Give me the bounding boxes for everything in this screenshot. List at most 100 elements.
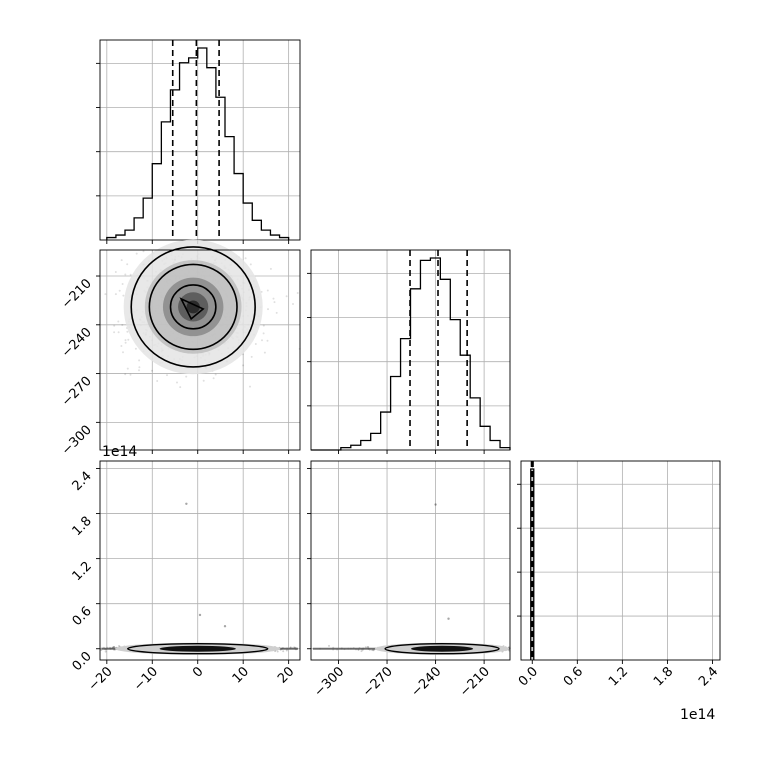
sample-point	[113, 331, 116, 334]
outlier-point	[434, 503, 437, 506]
scatter-frame	[99, 249, 301, 451]
sample-point	[117, 331, 120, 334]
sample-point	[254, 343, 257, 345]
sample-point	[127, 338, 130, 341]
outlier-point	[185, 502, 188, 506]
contour-middle	[148, 263, 238, 351]
histogram-frame	[520, 460, 721, 661]
sample-point	[112, 646, 115, 649]
sample-point	[266, 339, 269, 342]
sample-point	[250, 355, 253, 358]
sample-point	[367, 646, 370, 648]
outlier-point	[198, 613, 202, 617]
sample-point	[124, 273, 127, 276]
sample-point	[104, 650, 107, 653]
sample-point	[328, 644, 330, 647]
sample-point	[129, 273, 132, 276]
sample-point	[275, 311, 278, 314]
scatter-panel-param-1-vs-param-3	[96, 460, 301, 664]
sample-point	[202, 379, 205, 382]
sample-point	[138, 359, 141, 362]
sample-point	[124, 341, 127, 344]
sample-point	[366, 646, 369, 649]
histogram-step	[106, 47, 290, 240]
outlier-point	[447, 617, 450, 620]
sample-point	[124, 373, 127, 376]
sample-point	[285, 295, 288, 298]
sample-point	[126, 367, 129, 370]
sample-point	[126, 330, 129, 333]
sample-point	[122, 351, 124, 354]
sample-point	[261, 339, 263, 342]
sample-point	[120, 259, 123, 262]
contour-flat	[127, 643, 269, 655]
sample-point	[118, 289, 121, 292]
scatter-panel-param-1-vs-param-2	[96, 239, 301, 454]
scatter-frame	[99, 460, 301, 661]
sample-point	[269, 267, 272, 270]
sample-point	[126, 263, 129, 266]
histogram-panel-param-1	[96, 39, 301, 244]
sample-point	[285, 649, 288, 652]
sample-point	[113, 646, 115, 648]
sample-point	[166, 374, 168, 377]
sample-point	[142, 250, 145, 253]
sample-point	[179, 386, 182, 389]
sample-point	[134, 347, 137, 350]
sample-point	[138, 369, 140, 372]
sample-point	[272, 297, 275, 300]
contour-inner	[169, 284, 217, 330]
contour-peak	[179, 297, 205, 321]
y-axis-scale-label-param-3: 1e14	[102, 444, 137, 460]
sample-point	[262, 324, 265, 327]
sample-point	[118, 645, 120, 647]
sample-point	[212, 377, 215, 380]
sample-point	[122, 294, 125, 297]
contour-flat	[384, 643, 500, 655]
contour-core	[410, 645, 474, 652]
scatter-panel-param-2-vs-param-3	[307, 460, 511, 664]
histogram-panel-param-3	[517, 460, 721, 664]
sample-point	[296, 292, 299, 294]
contour-core	[159, 645, 236, 652]
sample-point	[138, 366, 141, 369]
sample-point	[176, 381, 178, 384]
sample-point	[242, 364, 245, 367]
histogram-step	[311, 257, 511, 451]
sample-point	[244, 257, 247, 260]
histogram-frame	[310, 249, 511, 451]
sample-point	[156, 380, 159, 382]
sample-point	[364, 646, 367, 649]
sample-point	[360, 650, 363, 653]
outlier-point	[223, 625, 227, 628]
sample-point	[100, 649, 103, 651]
sample-point	[185, 375, 188, 378]
sample-point	[263, 351, 266, 354]
sample-point	[129, 373, 132, 376]
sample-point	[249, 385, 251, 388]
sample-point	[113, 324, 116, 327]
sample-point	[276, 650, 279, 653]
sample-point	[120, 345, 123, 347]
sample-point	[262, 332, 265, 335]
sample-point	[282, 650, 285, 653]
sample-point	[117, 320, 120, 323]
sample-point	[249, 263, 252, 266]
sample-point	[266, 289, 269, 292]
sample-point	[214, 373, 217, 376]
sample-point	[273, 301, 276, 304]
x-axis-scale-label-param-3: 1e14	[680, 707, 715, 723]
sample-point	[114, 293, 117, 296]
sample-point	[124, 339, 127, 342]
sample-point	[100, 648, 102, 651]
sample-point	[114, 271, 117, 273]
sample-point	[260, 290, 263, 293]
sample-point	[121, 324, 124, 326]
sample-point	[292, 303, 294, 305]
histogram-panel-param-2	[307, 249, 511, 454]
sample-point	[151, 369, 153, 372]
sample-point	[267, 308, 269, 311]
scatter-frame	[310, 460, 511, 661]
